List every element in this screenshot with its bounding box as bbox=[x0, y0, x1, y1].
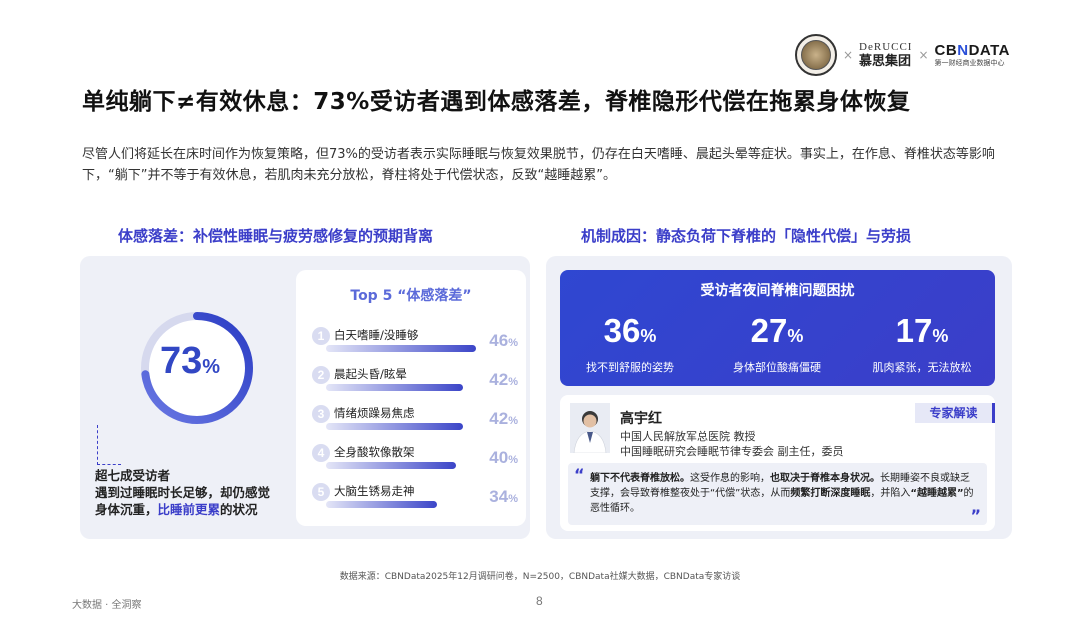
donut-chart bbox=[141, 312, 253, 424]
top5-row: 2 晨起头昏/眩晕 42% bbox=[312, 366, 522, 396]
top5-rank: 5 bbox=[312, 483, 330, 501]
donut-arc bbox=[141, 312, 253, 424]
top5-label: 全身酸软像散架 bbox=[334, 445, 415, 459]
right-section-title: 机制成因：静态负荷下脊椎的「隐性代偿」与劳损 bbox=[581, 227, 912, 245]
left-description: 超七成受访者 遇到过睡眠时长足够，却仍感觉 身体沉重，比睡前更累的状况 bbox=[95, 467, 270, 518]
top5-rank: 2 bbox=[312, 366, 330, 384]
left-desc-line1: 超七成受访者 bbox=[95, 468, 171, 483]
top5-value: 34% bbox=[489, 487, 518, 506]
page-number: 8 bbox=[536, 594, 543, 608]
quote-text: 躺下不代表脊椎放松。这受作息的影响，也取决于脊椎本身状况。长期睡姿不良或缺乏支撑… bbox=[590, 473, 974, 514]
top5-bar bbox=[326, 501, 437, 508]
stat-value: 17% bbox=[895, 312, 949, 349]
top5-rank: 3 bbox=[312, 405, 330, 423]
expert-photo bbox=[570, 403, 610, 453]
top5-label: 晨起头昏/眩晕 bbox=[334, 367, 407, 381]
left-desc-highlight: 比睡前更累 bbox=[157, 502, 221, 517]
cbndata-logo-a: CB bbox=[934, 42, 958, 59]
top5-bar bbox=[326, 384, 463, 391]
top5-value: 42% bbox=[489, 370, 518, 389]
top5-value: 46% bbox=[489, 331, 518, 350]
top5-value: 40% bbox=[489, 448, 518, 467]
top5-row: 1 白天嗜睡/没睡够 46% bbox=[312, 327, 522, 357]
top5-row: 4 全身酸软像散架 40% bbox=[312, 444, 522, 474]
top5-title: Top 5 “体感落差” bbox=[350, 288, 472, 304]
intro-paragraph: 尽管人们将延长在床时间作为恢复策略，但73%的受访者表示实际睡眠与恢复效果脱节，… bbox=[82, 147, 995, 183]
top5-label: 情绪烦躁易焦虑 bbox=[334, 406, 415, 420]
derucci-logo-en: DeRUCCI bbox=[859, 41, 913, 53]
cbndata-logo-c: DATA bbox=[968, 42, 1010, 59]
donut-value: 73% bbox=[160, 340, 220, 383]
donut-unit: % bbox=[202, 356, 221, 378]
top5-rank: 1 bbox=[312, 327, 330, 345]
top5-bar bbox=[326, 423, 463, 430]
cbndata-logo-cn: 第一财经商业数据中心 bbox=[934, 59, 1005, 67]
top5-label: 大脑生锈易走神 bbox=[334, 484, 415, 498]
stat-label: 肌肉紧张，无法放松 bbox=[872, 361, 972, 374]
data-source: 数据来源：CBNData2025年12月调研问卷，N=2500，CBNData社… bbox=[339, 572, 741, 582]
top5-card: Top 5 “体感落差” 1 白天嗜睡/没睡够 46% 2 晨起头昏/眩晕 42… bbox=[296, 270, 526, 526]
cbndata-logo-b: N bbox=[957, 42, 969, 59]
left-desc-line2: 遇到过睡眠时长足够，却仍感觉 bbox=[95, 485, 271, 500]
expert-tag: 专家解读 bbox=[915, 403, 995, 423]
expert-name: 高宇红 bbox=[620, 411, 662, 427]
top5-bar bbox=[326, 345, 476, 352]
stat-value: 27% bbox=[750, 312, 804, 349]
top5-bar bbox=[326, 462, 457, 469]
top5-value: 42% bbox=[489, 409, 518, 428]
expert-quote: “ 躺下不代表脊椎放松。这受作息的影响，也取决于脊椎本身状况。长期睡姿不良或缺乏… bbox=[568, 463, 987, 525]
top5-rank: 4 bbox=[312, 444, 330, 462]
derucci-logo-cn: 慕思集团 bbox=[859, 54, 912, 69]
stat-label: 身体部位酸痛僵硬 bbox=[733, 361, 821, 374]
donut-number: 73 bbox=[160, 340, 203, 382]
quote-open-icon: “ bbox=[574, 465, 585, 484]
left-desc-line3: 身体沉重，比睡前更累的状况 bbox=[95, 502, 258, 517]
spine-stats-title: 受访者夜间脊椎问题困扰 bbox=[700, 283, 855, 299]
expert-card: 高宇红 中国人民解放军总医院 教授 中国睡眠研究会睡眠节律专委会 副主任，委员 … bbox=[560, 395, 995, 531]
spine-stats-card: 受访者夜间脊椎问题困扰 36% 找不到舒服的姿势 27% 身体部位酸痛僵硬 17… bbox=[560, 270, 995, 386]
derucci-logo: DeRUCCI 慕思集团 bbox=[859, 41, 913, 69]
stat-label: 找不到舒服的姿势 bbox=[586, 361, 674, 374]
stat-item: 17% 肌肉紧张，无法放松 bbox=[852, 312, 992, 375]
left-section-title: 体感落差：补偿性睡眠与疲劳感修复的预期背离 bbox=[118, 227, 434, 245]
top5-row: 3 情绪烦躁易焦虑 42% bbox=[312, 405, 522, 435]
stat-value: 36% bbox=[603, 312, 657, 349]
times-separator-2: × bbox=[918, 48, 929, 62]
expert-title-1: 中国人民解放军总医院 教授 bbox=[620, 430, 756, 443]
page-title: 单纯躺下≠有效休息：73%受访者遇到体感落差，脊椎隐形代偿在拖累身体恢复 bbox=[82, 89, 911, 115]
header-logos: × DeRUCCI 慕思集团 × CBNDATA 第一财经商业数据中心 bbox=[794, 34, 1010, 76]
seal-logo bbox=[794, 34, 837, 76]
expert-title-2: 中国睡眠研究会睡眠节律专委会 副主任，委员 bbox=[620, 445, 844, 458]
top5-label: 白天嗜睡/没睡够 bbox=[334, 328, 419, 342]
quote-close-icon: ” bbox=[970, 506, 981, 525]
stat-item: 36% 找不到舒服的姿势 bbox=[560, 312, 700, 375]
times-separator-1: × bbox=[842, 48, 854, 62]
top5-row: 5 大脑生锈易走神 34% bbox=[312, 483, 522, 513]
dashed-connector bbox=[97, 425, 121, 465]
stat-item: 27% 身体部位酸痛僵硬 bbox=[707, 312, 847, 375]
cbndata-logo: CBNDATA 第一财经商业数据中心 bbox=[935, 43, 1010, 67]
footer-tagline: 大数据 · 全洞察 bbox=[72, 600, 142, 611]
